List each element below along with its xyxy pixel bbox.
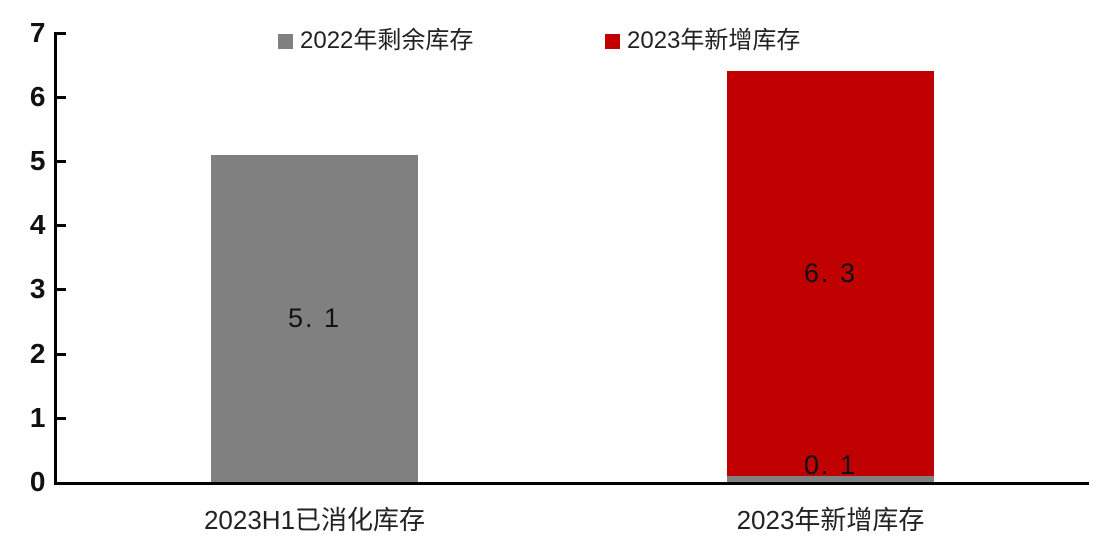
y-tick-mark <box>57 352 66 356</box>
legend-label: 2023年新增库存 <box>627 27 801 54</box>
legend-label: 2022年剩余库存 <box>300 27 474 54</box>
x-axis-line <box>54 482 1089 485</box>
legend-item-2022-remaining: 2022年剩余库存 <box>278 28 473 54</box>
bar-value-label: 0. 1 <box>803 449 858 480</box>
y-tick-label: 0 <box>29 466 46 497</box>
y-tick-label: 1 <box>29 401 46 433</box>
bar-value-label: 5. 1 <box>287 303 342 334</box>
legend-swatch-gray <box>278 33 293 49</box>
y-tick-mark <box>57 31 66 35</box>
y-tick-label: 3 <box>29 273 46 305</box>
bar-segment-1-1 <box>727 71 934 476</box>
bar-segment-0-0 <box>211 154 418 482</box>
legend-item-2023-new: 2023年新增库存 <box>605 28 800 54</box>
y-tick-label: 6 <box>29 80 46 112</box>
y-axis-line <box>54 32 57 485</box>
category-label: 2023年新增库存 <box>736 505 925 535</box>
y-tick-mark <box>57 160 66 163</box>
bar-segment-0-1 <box>727 475 934 482</box>
y-tick-label: 5 <box>29 145 46 176</box>
bar-value-label: 6. 3 <box>803 258 858 289</box>
y-tick-mark <box>57 416 66 420</box>
y-tick-label: 4 <box>29 209 46 241</box>
category-label: 2023H1已消化库存 <box>203 505 426 535</box>
chart-legend: 2022年剩余库存 2023年新增库存 <box>0 0 1103 60</box>
y-tick-mark <box>57 224 66 228</box>
y-tick-label: 7 <box>29 16 46 48</box>
y-tick-mark <box>57 95 66 99</box>
y-tick-mark <box>57 288 66 292</box>
legend-swatch-red <box>605 33 620 49</box>
y-tick-label: 2 <box>29 337 46 369</box>
